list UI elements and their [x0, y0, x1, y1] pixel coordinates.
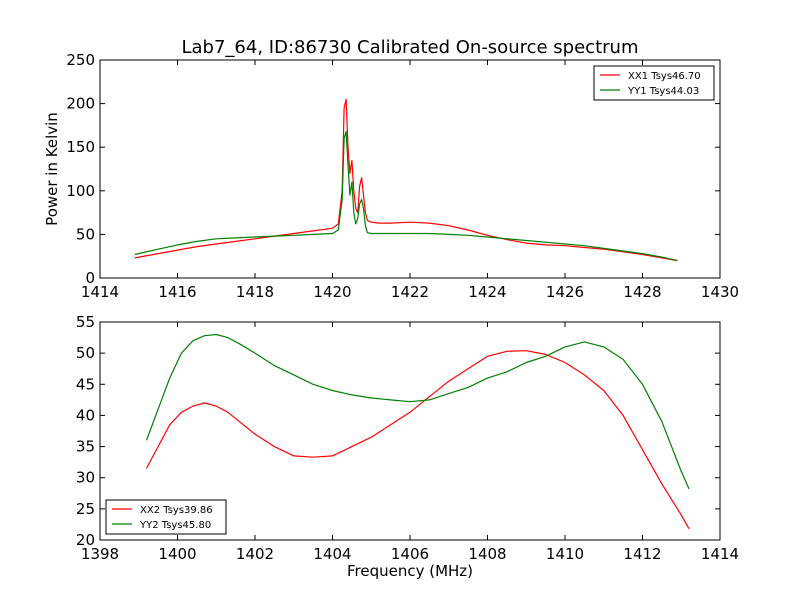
- y-tick-label-1-1: 50: [76, 225, 95, 243]
- legend-label-2-1: XX2 Tsys39.86: [140, 505, 213, 516]
- x-tick-label-1-4: 1422: [391, 283, 429, 301]
- y-tick-label-1-0: 0: [85, 269, 95, 287]
- x-tick-label-2-5: 1408: [468, 545, 506, 563]
- series-line-2-2: [145, 333, 690, 490]
- x-tick-label-1-7: 1428: [623, 283, 661, 301]
- legend-box-2: [105, 499, 227, 535]
- chart-title: Lab7_64, ID:86730 Calibrated On-source s…: [182, 37, 639, 58]
- legend-box-1: [593, 65, 715, 101]
- x-tick-label-2-6: 1410: [546, 545, 584, 563]
- y-tick-label-2-5: 45: [76, 375, 95, 393]
- y-tick-label-1-3: 150: [66, 138, 95, 156]
- subplot-1: 1414 1416 1418 1420 1422 1424 1426 1428 1430 0 50 1…: [43, 51, 739, 301]
- x-tick-label-2-1: 1400: [158, 545, 196, 563]
- x-tick-label-1-8: 1430: [701, 283, 739, 301]
- x-tick-label-2-3: 1404: [313, 545, 351, 563]
- x-tick-label-1-2: 1418: [236, 283, 274, 301]
- legend-label-1-2: YY1 Tsys44.03: [627, 86, 699, 97]
- x-tick-label-1-6: 1426: [546, 283, 584, 301]
- subplot-2: 1398 1400 1402 1404 1406 1408 1410 1412 1414 20 25…: [76, 313, 739, 580]
- y-axis-label-1: Power in Kelvin: [43, 112, 61, 226]
- series-line-2-1: [145, 350, 690, 530]
- legend-1: XX1 Tsys46.70 YY1 Tsys44.03: [593, 65, 715, 101]
- y-tick-label-2-2: 30: [76, 469, 95, 487]
- x-tick-label-2-2: 1402: [236, 545, 274, 563]
- x-axis-label-2: Frequency (MHz): [347, 562, 473, 580]
- x-tick-label-2-0: 1398: [81, 545, 119, 563]
- y-tick-label-1-4: 200: [66, 95, 95, 113]
- y-tick-label-2-4: 40: [76, 406, 95, 424]
- plots: 1414 1416 1418 1420 1422 1424 1426 1428 14300501…: [43, 51, 739, 580]
- legend-label-1-1: XX1 Tsys46.70: [628, 71, 701, 82]
- legend-2: XX2 Tsys39.86 YY2 Tsys45.80: [105, 499, 227, 535]
- y-tick-label-2-3: 35: [76, 438, 95, 456]
- y-tick-label-1-5: 250: [66, 51, 95, 69]
- y-tick-label-1-2: 100: [66, 182, 95, 200]
- x-tick-label-2-8: 1414: [701, 545, 739, 563]
- x-tick-label-1-3: 1420: [313, 283, 351, 301]
- series-line-1-2: [134, 130, 678, 262]
- x-tick-label-2-4: 1406: [391, 545, 429, 563]
- y-tick-label-2-1: 25: [76, 500, 95, 518]
- x-tick-label-1-5: 1424: [468, 283, 506, 301]
- x-tick-label-1-0: 1414: [81, 283, 119, 301]
- legend-label-2-2: YY2 Tsys45.80: [139, 520, 211, 531]
- y-tick-label-2-7: 55: [76, 313, 95, 331]
- x-tick-label-1-1: 1416: [158, 283, 196, 301]
- y-tick-label-2-0: 20: [76, 531, 95, 549]
- y-tick-label-2-6: 50: [76, 344, 95, 362]
- x-tick-label-2-7: 1412: [623, 545, 661, 563]
